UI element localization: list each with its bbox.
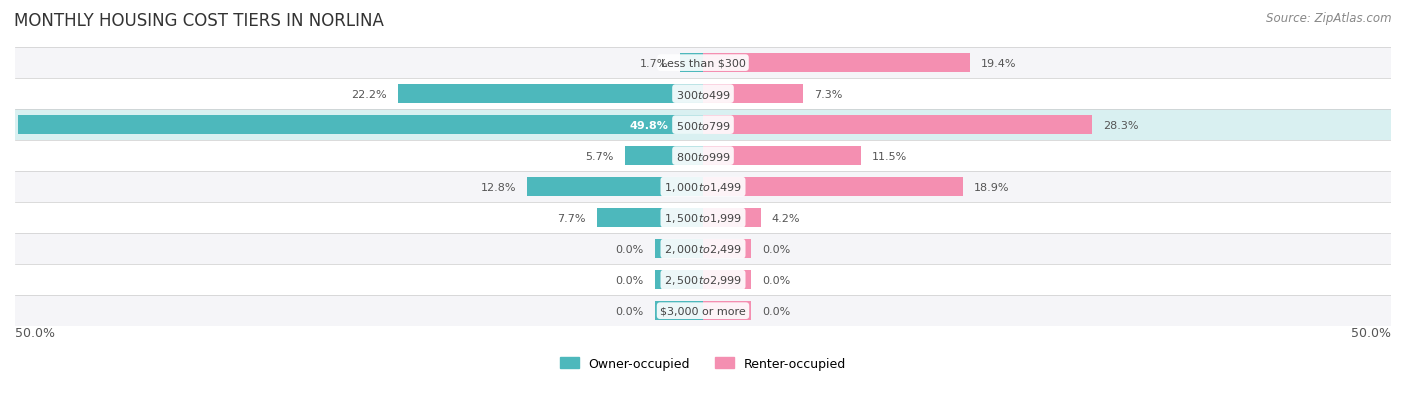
Bar (15, 295, 1391, 326)
Text: 7.3%: 7.3% (814, 89, 842, 100)
Bar (15, 48, 1391, 79)
Text: 0.0%: 0.0% (616, 244, 644, 254)
Text: 0.0%: 0.0% (616, 306, 644, 316)
Text: 7.7%: 7.7% (558, 213, 586, 223)
Text: 5.7%: 5.7% (585, 151, 613, 161)
Bar (703, 301, 751, 320)
Text: 19.4%: 19.4% (981, 59, 1017, 69)
Bar (15, 203, 1391, 234)
Bar (624, 147, 703, 166)
Text: 0.0%: 0.0% (762, 275, 790, 285)
Bar (703, 85, 803, 104)
Text: 0.0%: 0.0% (762, 244, 790, 254)
Bar (398, 85, 703, 104)
Text: 1.7%: 1.7% (640, 59, 669, 69)
Bar (655, 271, 703, 289)
Text: 49.8%: 49.8% (630, 120, 669, 131)
Bar (703, 54, 970, 73)
Text: $2,500 to $2,999: $2,500 to $2,999 (664, 273, 742, 287)
Text: 22.2%: 22.2% (352, 89, 387, 100)
Bar (15, 264, 1391, 295)
Text: 0.0%: 0.0% (762, 306, 790, 316)
Text: $1,500 to $1,999: $1,500 to $1,999 (664, 211, 742, 225)
Bar (703, 116, 1092, 135)
Bar (655, 240, 703, 259)
Text: 50.0%: 50.0% (1351, 326, 1391, 339)
Bar (18, 116, 703, 135)
Legend: Owner-occupied, Renter-occupied: Owner-occupied, Renter-occupied (560, 357, 846, 370)
Text: $1,000 to $1,499: $1,000 to $1,499 (664, 181, 742, 194)
Bar (703, 178, 963, 197)
Text: $300 to $499: $300 to $499 (675, 88, 731, 100)
Text: 28.3%: 28.3% (1104, 120, 1139, 131)
Text: 18.9%: 18.9% (974, 182, 1010, 192)
Text: 4.2%: 4.2% (772, 213, 800, 223)
Text: $2,000 to $2,499: $2,000 to $2,499 (664, 242, 742, 256)
Bar (679, 54, 703, 73)
Text: 50.0%: 50.0% (15, 326, 55, 339)
Text: 0.0%: 0.0% (616, 275, 644, 285)
Text: Less than $300: Less than $300 (661, 59, 745, 69)
Bar (703, 271, 751, 289)
Bar (598, 209, 703, 228)
Bar (15, 79, 1391, 110)
Bar (527, 178, 703, 197)
Bar (703, 147, 862, 166)
Text: Source: ZipAtlas.com: Source: ZipAtlas.com (1267, 12, 1392, 25)
Bar (703, 209, 761, 228)
Bar (15, 234, 1391, 264)
Bar (15, 141, 1391, 172)
Text: 12.8%: 12.8% (481, 182, 516, 192)
Text: 11.5%: 11.5% (872, 151, 907, 161)
Bar (15, 172, 1391, 203)
Bar (15, 110, 1391, 141)
Text: MONTHLY HOUSING COST TIERS IN NORLINA: MONTHLY HOUSING COST TIERS IN NORLINA (14, 12, 384, 30)
Text: $800 to $999: $800 to $999 (675, 150, 731, 162)
Bar (703, 240, 751, 259)
Text: $500 to $799: $500 to $799 (675, 119, 731, 131)
Bar (655, 301, 703, 320)
Text: $3,000 or more: $3,000 or more (661, 306, 745, 316)
